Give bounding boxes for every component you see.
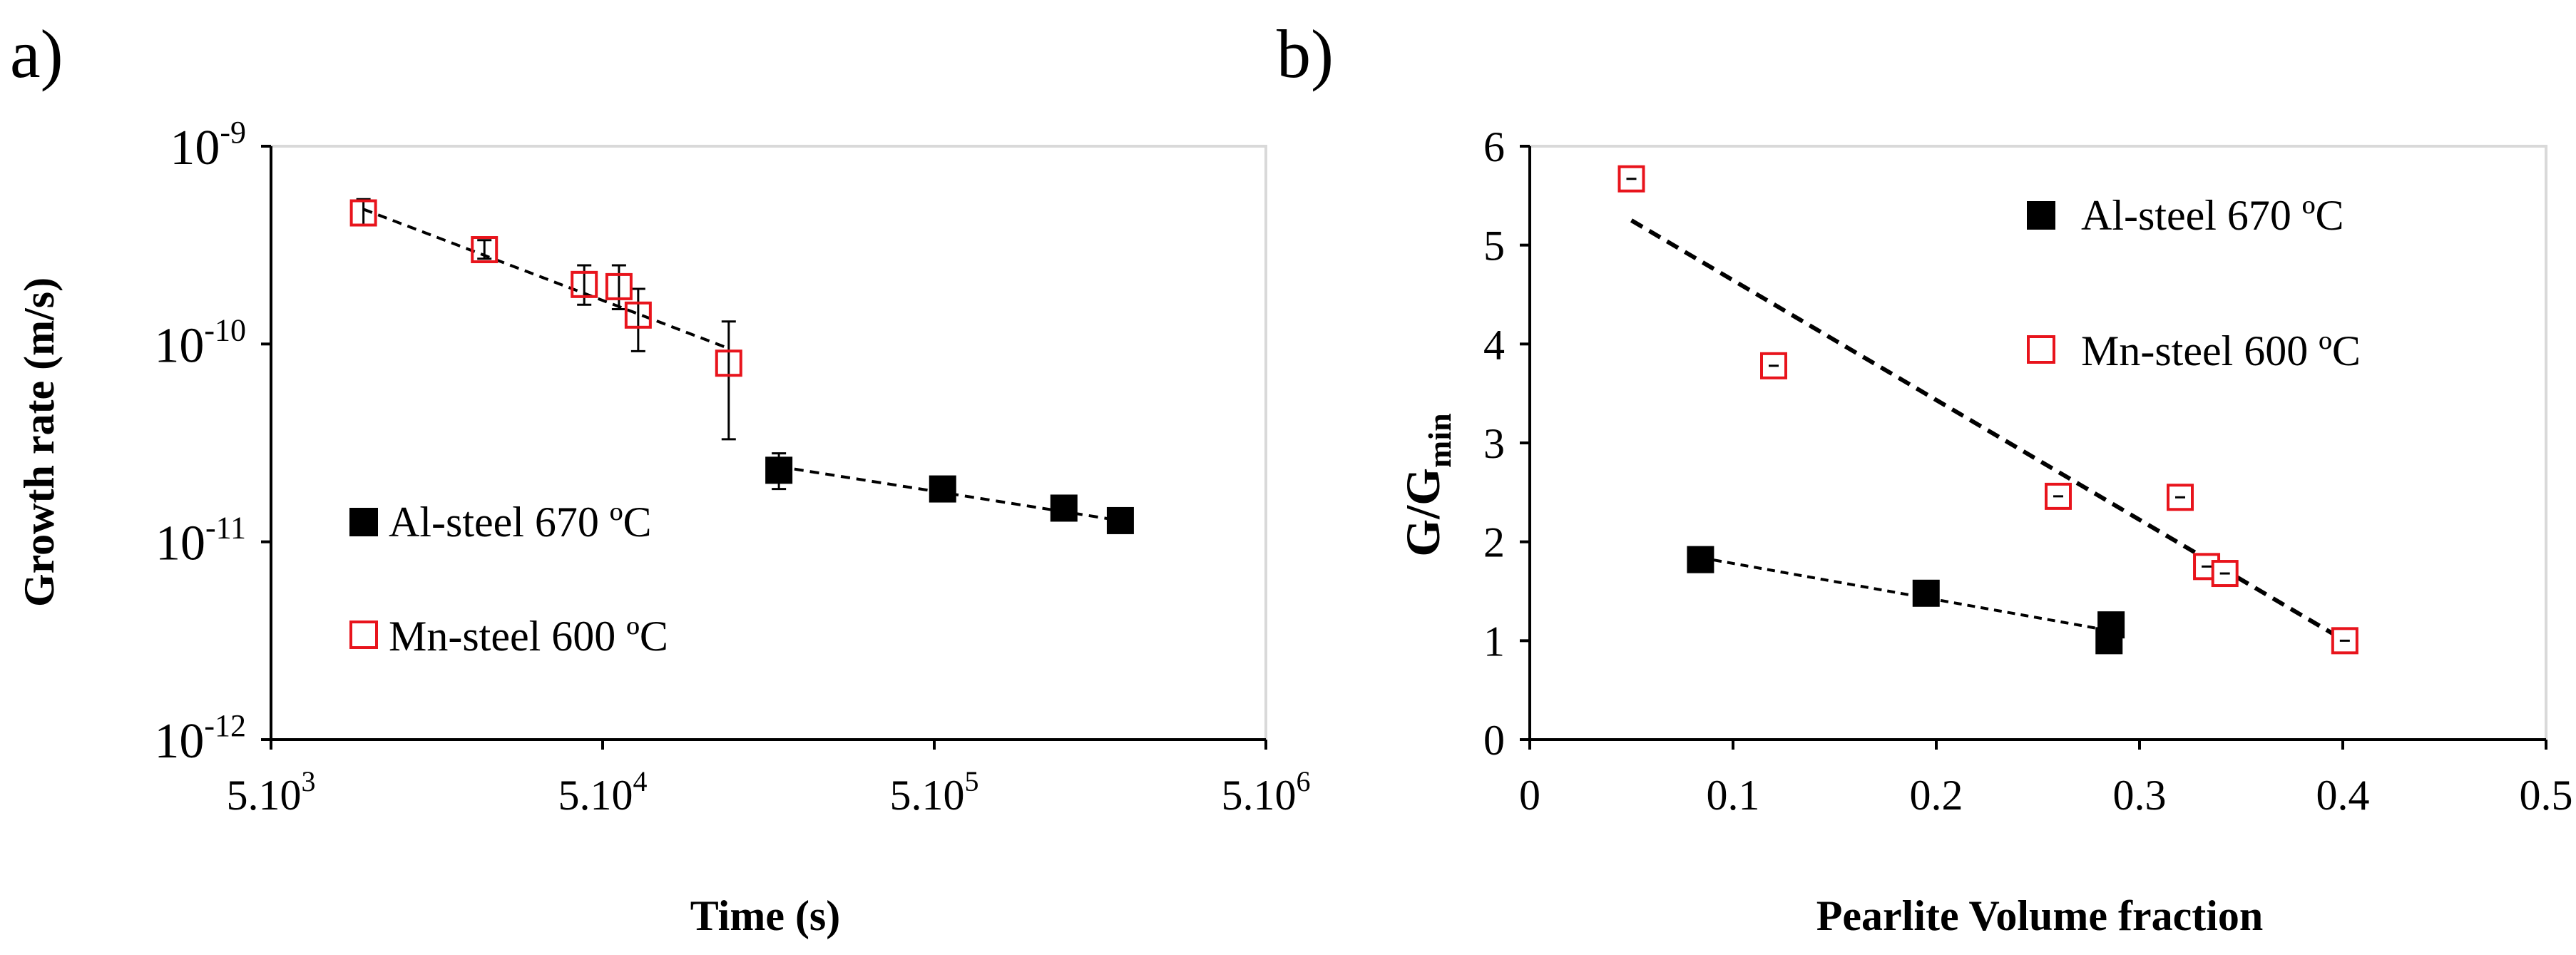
point-b-mn-3 xyxy=(2167,484,2194,511)
x-tick-label-b-2: 0.2 xyxy=(1910,772,1963,819)
y-axis-label-b-sub: min xyxy=(1421,413,1458,468)
y-axis-label-b-main: G/G xyxy=(1396,468,1450,557)
axes-b xyxy=(1520,145,2547,750)
chart-panel-b: 0 1 2 3 4 5 6 0 0.1 0.2 0.3 0.4 0.5 Pearlite Volume … xyxy=(1396,123,2573,939)
point-b-mn-1 xyxy=(1760,352,1787,379)
legend-b: Al-steel 670 ºC Mn-steel 600 ºC xyxy=(2027,192,2361,374)
x-tick-label-a-1: 5.104 xyxy=(558,765,648,819)
y-tick-label-a-0: 10-9 xyxy=(170,115,246,175)
point-b-al-3 xyxy=(2095,627,2123,655)
point-a-mn-5 xyxy=(715,349,742,377)
point-a-mn-1 xyxy=(471,236,499,264)
y-tick-label-b-5: 5 xyxy=(1483,223,1505,270)
x-tick-label-b-4: 0.4 xyxy=(2316,772,2370,819)
point-b-mn-0 xyxy=(1617,165,1645,193)
panel-label-a: a) xyxy=(10,16,63,92)
x-tick-label-b-5: 0.5 xyxy=(2520,772,2573,819)
point-a-mn-3 xyxy=(605,272,633,300)
error-bars-a xyxy=(356,198,787,491)
y-tick-label-a-1: 10-10 xyxy=(154,312,246,373)
point-a-al-2 xyxy=(1050,494,1078,522)
legend-swatch-mn-a xyxy=(349,621,378,649)
y-tick-label-b-0: 0 xyxy=(1483,717,1505,764)
point-b-al-0 xyxy=(1687,546,1714,573)
x-tick-label-b-0: 0 xyxy=(1519,772,1540,819)
y-tick-label-b-3: 3 xyxy=(1483,420,1505,467)
trendline-b-0 xyxy=(1700,556,2112,633)
x-tick-label-b-1: 0.1 xyxy=(1707,772,1760,819)
axes-a xyxy=(261,145,1267,750)
error-bar-a-1-3 xyxy=(611,264,626,310)
point-b-mn-2 xyxy=(2045,482,2072,510)
point-a-mn-4 xyxy=(624,301,652,329)
y-axis-label-a: Growth rate (m/s) xyxy=(16,277,63,607)
point-a-mn-0 xyxy=(349,199,377,227)
tick-labels-b: 0 1 2 3 4 5 6 0 0.1 0.2 0.3 0.4 0.5 xyxy=(1483,123,2573,819)
point-a-al-3 xyxy=(1106,506,1134,534)
x-axis-label-b: Pearlite Volume fraction xyxy=(1816,892,2264,939)
point-b-mn-5 xyxy=(2211,560,2239,588)
plot-frame-b xyxy=(1528,145,2547,741)
y-tick-label-b-6: 6 xyxy=(1483,123,1505,170)
error-bar-a-1-4 xyxy=(630,287,645,352)
tick-labels-a: 10-9 10-10 10-11 10-125.103 5.104 5.105 5.106 xyxy=(154,115,1310,819)
y-tick-label-a-3: 10-12 xyxy=(154,708,246,769)
x-tick-label-a-3: 5.106 xyxy=(1222,765,1311,819)
legend-swatch-mn-b xyxy=(2027,335,2055,364)
legend-swatch-al-b xyxy=(2027,201,2055,230)
y-tick-label-a-2: 10-11 xyxy=(155,511,246,571)
point-b-mn-6 xyxy=(2331,627,2358,655)
legend-label-mn-a: Mn-steel 600 ºC xyxy=(389,613,668,660)
y-axis-label-b: G/Gmin xyxy=(1396,413,1458,556)
point-b-al-1 xyxy=(1912,579,1940,607)
markers-a xyxy=(349,199,1134,534)
x-tick-label-a-2: 5.105 xyxy=(890,765,979,819)
legend-a: Al-steel 670 ºC Mn-steel 600 ºC xyxy=(349,499,668,660)
markers-b xyxy=(1617,165,2358,655)
point-a-al-1 xyxy=(929,475,956,503)
legend-label-mn-b: Mn-steel 600 ºC xyxy=(2081,327,2361,374)
x-tick-label-b-3: 0.3 xyxy=(2113,772,2167,819)
x-tick-label-a-0: 5.103 xyxy=(227,765,316,819)
svg-text:G/Gmin: G/Gmin xyxy=(1396,413,1458,556)
y-tick-label-b-2: 2 xyxy=(1483,519,1505,566)
point-a-al-0 xyxy=(765,456,793,484)
panel-label-b: b) xyxy=(1277,16,1334,92)
error-bar-a-1-1 xyxy=(477,239,492,260)
trendline-a-1 xyxy=(362,208,730,350)
error-bar-a-1-5 xyxy=(721,320,736,441)
y-tick-label-b-1: 1 xyxy=(1483,618,1505,665)
y-tick-label-b-4: 4 xyxy=(1483,321,1505,368)
legend-label-al-a: Al-steel 670 ºC xyxy=(389,499,652,546)
x-axis-label-a: Time (s) xyxy=(690,892,841,939)
point-a-mn-2 xyxy=(571,270,598,298)
legend-label-al-b: Al-steel 670 ºC xyxy=(2081,192,2344,239)
legend-swatch-al-a xyxy=(349,508,378,536)
